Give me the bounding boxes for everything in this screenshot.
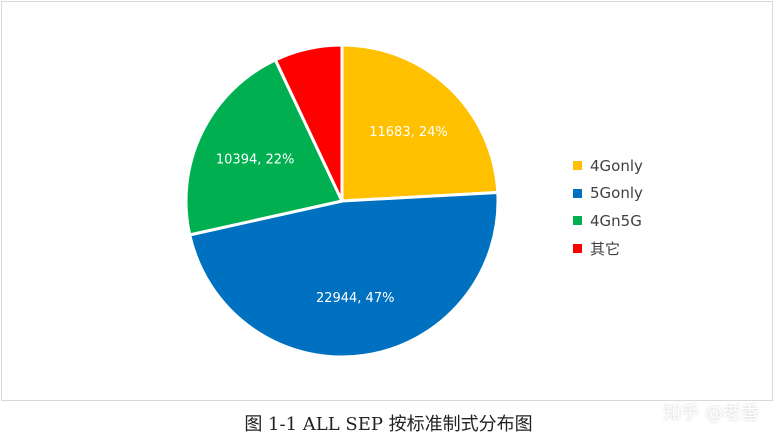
watermark: 知乎 @老香 xyxy=(663,403,759,424)
legend-swatch-4gn5g xyxy=(573,216,582,226)
data-label-5gonly: 22944, 47% xyxy=(316,291,395,306)
legend-label-other: 其它 xyxy=(590,239,621,258)
legend-label-4gonly: 4Gonly xyxy=(590,156,643,175)
legend-swatch-other xyxy=(573,243,582,253)
legend-label-4gn5g: 4Gn5G xyxy=(590,211,642,230)
figure-caption: 图 1-1 ALL SEP 按标准制式分布图 xyxy=(244,414,533,435)
legend-item-other: 其它 xyxy=(573,235,643,263)
pie-chart: 11683, 24% 22944, 47% 10394, 22% xyxy=(184,43,500,359)
pie-slice-其它 xyxy=(273,43,344,202)
legend-swatch-4gonly xyxy=(573,161,582,171)
chart-frame: 11683, 24% 22944, 47% 10394, 22% 4Gonly 5G… xyxy=(1,1,773,401)
legend-label-5gonly: 5Gonly xyxy=(590,184,643,203)
pie-slice-5gonly xyxy=(187,190,500,359)
data-label-4gn5g: 10394, 22% xyxy=(216,152,295,167)
pie-slice-4gn5g xyxy=(184,57,345,237)
legend-swatch-5gonly xyxy=(573,188,582,198)
data-label-4gonly: 11683, 24% xyxy=(369,125,448,140)
legend-item-5gonly: 5Gonly xyxy=(573,180,643,208)
chart-legend: 4Gonly 5Gonly 4Gn5G 其它 xyxy=(573,152,643,262)
legend-item-4gn5g: 4Gn5G xyxy=(573,207,643,235)
pie-slice-4gonly xyxy=(340,43,500,203)
legend-item-4gonly: 4Gonly xyxy=(573,152,643,180)
